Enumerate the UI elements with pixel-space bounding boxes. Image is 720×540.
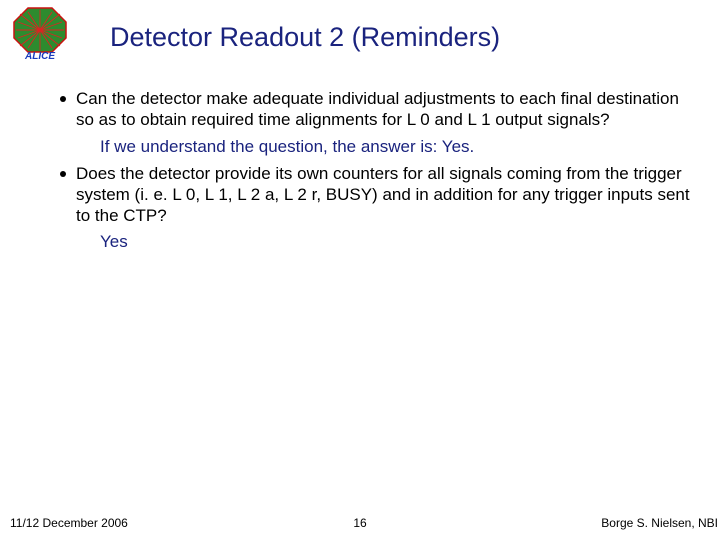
footer-author: Borge S. Nielsen, NBI (601, 516, 718, 530)
logo-label: ALICE (24, 51, 55, 60)
bullet-answer: Yes (100, 232, 700, 252)
logo-svg: ALICE (10, 6, 70, 60)
page-title: Detector Readout 2 (Reminders) (110, 22, 500, 53)
bullet-answer: If we understand the question, the answe… (100, 137, 700, 157)
content-area: Can the detector make adequate individua… (60, 88, 700, 258)
bullet-item: Does the detector provide its own counte… (60, 163, 700, 227)
footer: 11/12 December 2006 16 Borge S. Nielsen,… (0, 516, 720, 530)
footer-page-number: 16 (353, 516, 366, 530)
bullet-dot-icon (60, 96, 66, 102)
bullet-question: Can the detector make adequate individua… (76, 88, 700, 131)
footer-date: 11/12 December 2006 (10, 516, 128, 530)
bullet-item: Can the detector make adequate individua… (60, 88, 700, 131)
bullet-dot-icon (60, 171, 66, 177)
bullet-question: Does the detector provide its own counte… (76, 163, 700, 227)
alice-logo: ALICE (10, 6, 70, 60)
